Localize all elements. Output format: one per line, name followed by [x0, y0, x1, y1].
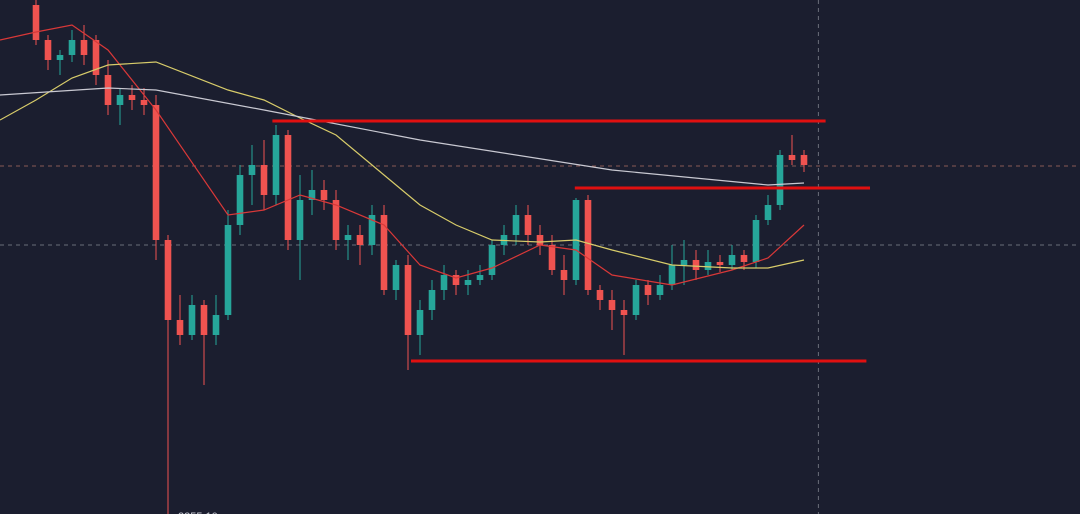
- candle-body: [548, 245, 556, 270]
- candle-body: [200, 305, 208, 335]
- candle-body: [56, 55, 64, 60]
- candle-body: [224, 225, 232, 315]
- candle-body: [584, 200, 592, 290]
- candle-body: [272, 135, 280, 195]
- candle-body: [68, 40, 76, 55]
- candle-body: [332, 200, 340, 240]
- candle-body: [212, 315, 220, 335]
- moving-average: [0, 61, 805, 269]
- candle-body: [236, 175, 244, 225]
- candle-body: [752, 220, 760, 262]
- candle-body: [116, 95, 124, 105]
- candle-body: [512, 215, 520, 235]
- candle-body: [536, 235, 544, 245]
- candle-body: [656, 285, 664, 295]
- candle-body: [104, 75, 112, 105]
- candle-body: [668, 265, 676, 285]
- candle-body: [428, 290, 436, 310]
- candle-body: [464, 280, 472, 285]
- candle-body: [152, 105, 160, 240]
- candle-body: [440, 275, 448, 290]
- candle-body: [284, 135, 292, 240]
- candle-body: [308, 190, 316, 200]
- candle-body: [716, 262, 724, 265]
- candle-body: [296, 200, 304, 240]
- candle-body: [800, 155, 808, 165]
- candle-body: [92, 40, 100, 75]
- low-price-label: 2255.10: [178, 511, 218, 514]
- candle-body: [392, 265, 400, 290]
- candle-body: [248, 165, 256, 175]
- candle-body: [320, 190, 328, 200]
- candle-body: [704, 262, 712, 270]
- candle-body: [788, 155, 796, 160]
- candle-body: [476, 275, 484, 280]
- candle-body: [764, 205, 772, 220]
- candle-body: [644, 285, 652, 295]
- candle-body: [560, 270, 568, 280]
- candle-body: [260, 165, 268, 195]
- candle-body: [188, 305, 196, 335]
- candle-body: [404, 265, 412, 335]
- candle-body: [356, 235, 364, 245]
- candle-body: [488, 245, 496, 275]
- candle-body: [740, 255, 748, 262]
- moving-average: [0, 87, 805, 186]
- candle-body: [416, 310, 424, 335]
- candle-body: [728, 255, 736, 265]
- candle-body: [380, 215, 388, 290]
- candle-body: [128, 95, 136, 100]
- candle-body: [344, 235, 352, 240]
- candle-body: [32, 5, 40, 40]
- candle-body: [44, 40, 52, 60]
- candle-body: [452, 275, 460, 285]
- candle-body: [608, 300, 616, 310]
- moving-average: [0, 24, 805, 286]
- candle-body: [596, 290, 604, 300]
- candle-body: [620, 310, 628, 315]
- candle-body: [368, 215, 376, 245]
- candle-body: [632, 285, 640, 315]
- candle-body: [776, 155, 784, 205]
- candle-body: [680, 260, 688, 265]
- candle-body: [692, 260, 700, 270]
- candle-body: [176, 320, 184, 335]
- candle-body: [140, 100, 148, 105]
- candle-body: [164, 240, 172, 320]
- candle-body: [80, 40, 88, 55]
- candle-body: [524, 215, 532, 235]
